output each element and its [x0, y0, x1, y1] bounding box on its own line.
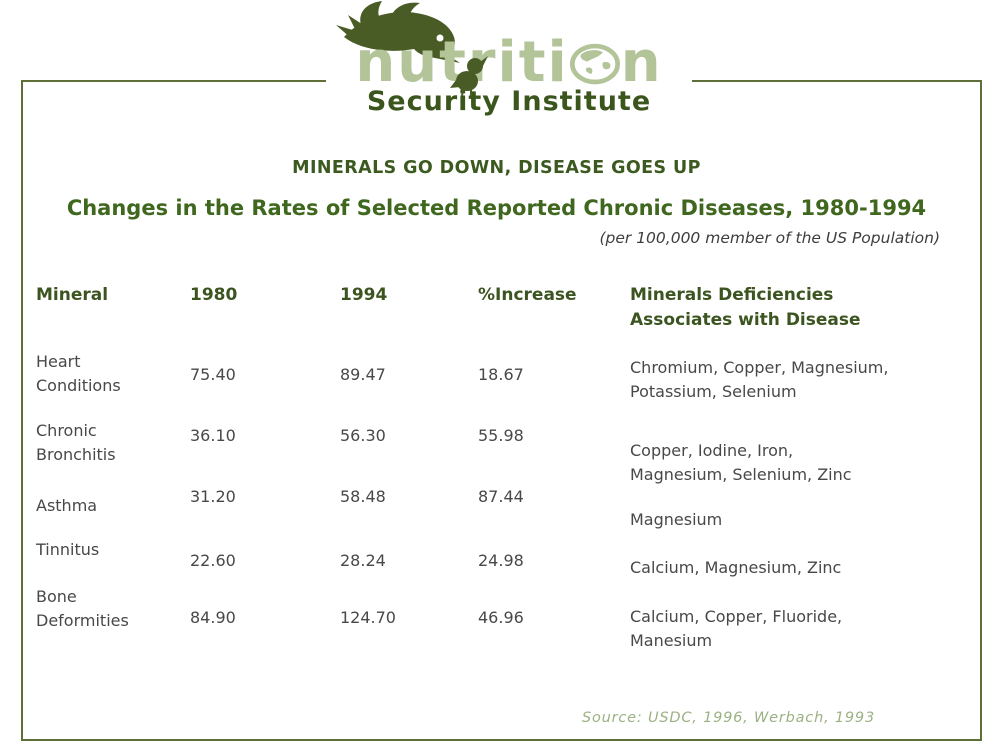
- logo-wordmark: nutriti n: [326, 32, 692, 94]
- cell-disease: Tinnitus: [36, 540, 100, 559]
- cell-1994: 89.47: [340, 365, 386, 384]
- cell-1980: 22.60: [190, 551, 236, 570]
- column-header-increase: %Increase: [478, 285, 577, 305]
- page-subtitle: Changes in the Rates of Selected Reporte…: [66, 196, 927, 220]
- cell-deficiencies: Chromium, Copper, Magnesium, Potassium, …: [630, 358, 889, 401]
- logo: nutriti n Security Institute: [326, 0, 692, 118]
- cell-1980: 36.10: [190, 426, 236, 445]
- disease-table: Mineral 1980 1994 %Increase Minerals Def…: [36, 283, 960, 653]
- column-header-1994: 1994: [340, 285, 388, 305]
- cell-increase: 46.96: [478, 608, 524, 627]
- logo-word-part2: n: [620, 30, 663, 95]
- cell-deficiencies: Calcium, Magnesium, Zinc: [630, 558, 842, 577]
- source-note: Source: USDC, 1996, Werbach, 1993: [581, 710, 875, 726]
- cell-1980: 84.90: [190, 608, 236, 627]
- per-capita-note: (per 100,000 member of the US Population…: [599, 229, 940, 247]
- column-header-mineral: Mineral: [36, 285, 109, 305]
- cell-increase: 87.44: [478, 487, 524, 506]
- cell-disease: Heart Conditions: [36, 352, 121, 395]
- cell-1994: 28.24: [340, 551, 386, 570]
- cell-disease: Bone Deformities: [36, 587, 129, 630]
- logo-subtitle: Security Institute: [366, 86, 652, 117]
- cell-disease: Asthma: [36, 496, 98, 515]
- column-header-1980: 1980: [190, 285, 238, 305]
- cell-increase: 55.98: [478, 426, 524, 445]
- cell-1980: 31.20: [190, 487, 236, 506]
- cell-1994: 124.70: [340, 608, 396, 627]
- cell-1994: 56.30: [340, 426, 386, 445]
- cell-deficiencies: Magnesium: [630, 510, 723, 529]
- chick-icon: [450, 56, 488, 96]
- column-header-deficiencies: Minerals Deficiencies Associates with Di…: [630, 285, 861, 330]
- page-title: MINERALS GO DOWN, DISEASE GOES UP: [292, 158, 701, 178]
- cell-disease: Chronic Bronchitis: [36, 421, 116, 464]
- cell-increase: 18.67: [478, 365, 524, 384]
- cell-1994: 58.48: [340, 487, 386, 506]
- cell-deficiencies: Calcium, Copper, Fluoride, Manesium: [630, 607, 843, 650]
- cell-1980: 75.40: [190, 365, 236, 384]
- cell-deficiencies: Copper, Iodine, Iron, Magnesium, Seleniu…: [630, 441, 852, 484]
- bird-icon: [336, 1, 460, 63]
- globe-icon: [569, 43, 620, 85]
- cell-increase: 24.98: [478, 551, 524, 570]
